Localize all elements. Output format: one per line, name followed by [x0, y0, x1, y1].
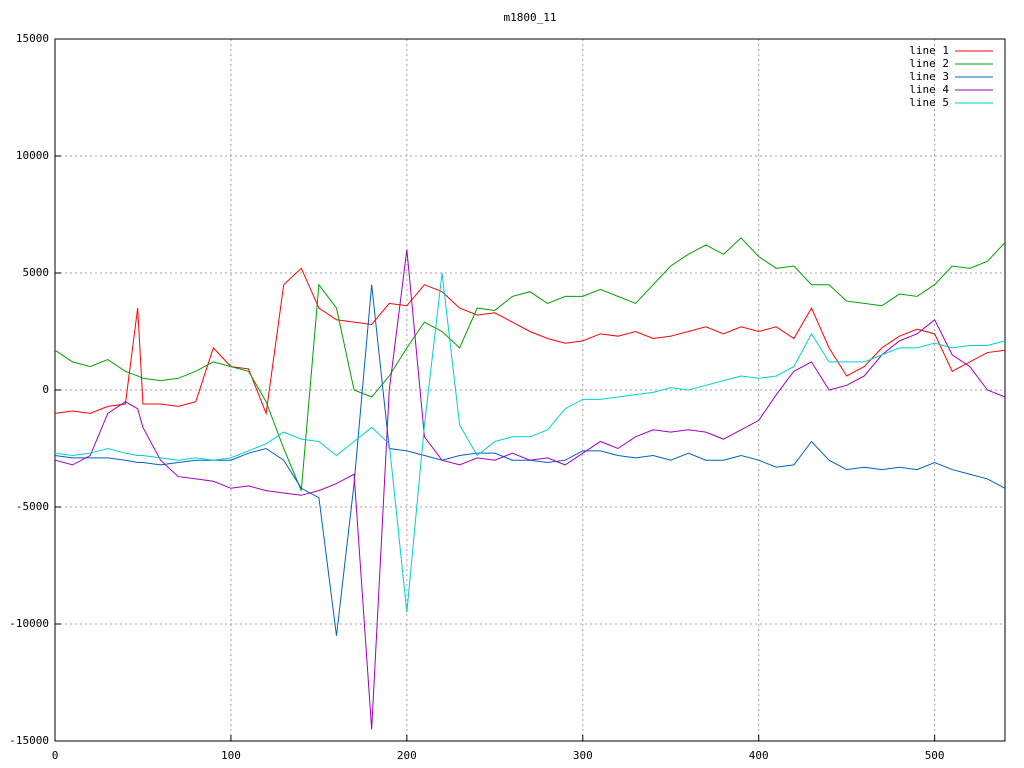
series-line — [54, 272, 1006, 613]
y-tick-label: 10000 — [16, 149, 49, 162]
y-tick-label: -15000 — [9, 734, 49, 747]
series-line — [54, 237, 1006, 491]
legend-label: line 3 — [909, 70, 949, 83]
y-tick-label: 15000 — [16, 32, 49, 45]
x-tick-label: 500 — [925, 749, 945, 762]
x-tick-label: 100 — [221, 749, 241, 762]
y-tick-label: 5000 — [23, 266, 50, 279]
y-tick-label: -10000 — [9, 617, 49, 630]
legend-label: line 2 — [909, 57, 949, 70]
series-line — [54, 249, 1006, 730]
chart-title: m1800_11 — [504, 11, 557, 24]
plot-frame — [54, 38, 1006, 742]
y-tick-label: -5000 — [16, 500, 49, 513]
x-tick-label: 300 — [573, 749, 593, 762]
legend-label: line 1 — [909, 44, 949, 57]
x-tick-label: 0 — [52, 749, 59, 762]
x-tick-label: 400 — [749, 749, 769, 762]
series-line — [54, 284, 1006, 636]
series-line — [54, 267, 1006, 416]
legend-label: line 5 — [909, 96, 949, 109]
y-tick-label: 0 — [42, 383, 49, 396]
x-tick-label: 200 — [397, 749, 417, 762]
legend-label: line 4 — [909, 83, 949, 96]
